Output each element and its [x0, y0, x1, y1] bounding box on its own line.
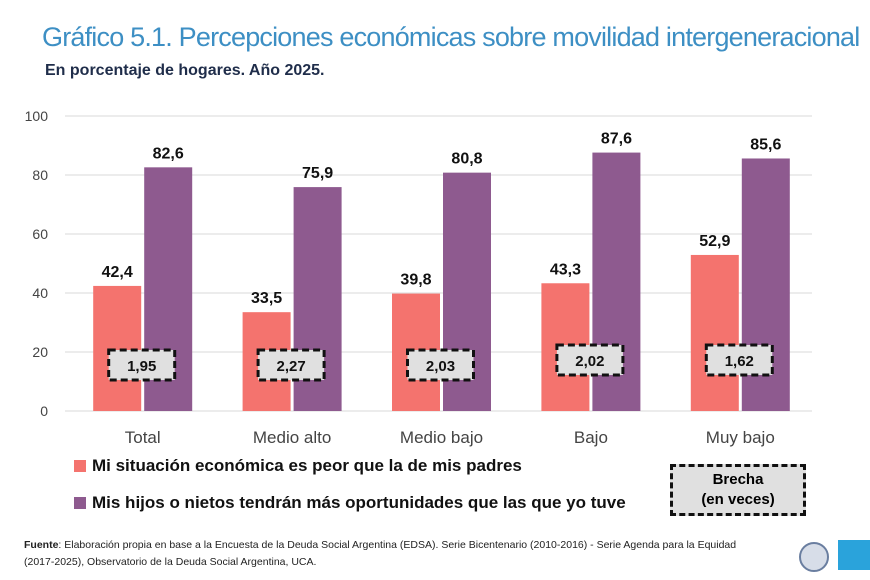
- data-label: 39,8: [400, 272, 431, 289]
- x-tick-label: Bajo: [574, 428, 608, 447]
- y-tick-label: 20: [32, 344, 48, 360]
- brecha-value: 1,95: [127, 358, 156, 375]
- brecha-value: 2,02: [575, 353, 604, 370]
- brecha-box: [704, 343, 774, 377]
- brecha-value: 2,27: [276, 358, 305, 375]
- brecha-value: 2,03: [426, 358, 455, 375]
- legend-swatch-pink: [74, 460, 86, 472]
- data-label: 75,9: [302, 165, 333, 182]
- data-label: 52,9: [699, 233, 730, 250]
- bar-worse: [93, 285, 142, 411]
- legend-label: Mis hijos o nietos tendrán más oportunid…: [92, 493, 626, 512]
- legend-label: Mi situación económica es peor que la de…: [92, 456, 522, 475]
- data-label: 33,5: [251, 290, 282, 307]
- brecha-legend-line2: (en veces): [701, 491, 775, 508]
- source-text: : Elaboración propia en base a la Encues…: [24, 539, 737, 568]
- odsa-logo: [838, 540, 870, 570]
- data-label: 82,6: [153, 145, 184, 162]
- x-tick-label: Medio bajo: [400, 428, 483, 447]
- x-tick-label: Medio alto: [253, 428, 331, 447]
- legend-swatch-purple: [74, 497, 86, 509]
- uca-seal-logo: [799, 542, 829, 572]
- brecha-box: [256, 348, 326, 382]
- legend-item-worse: Mi situación económica es peor que la de…: [74, 456, 522, 476]
- source-label: Fuente: [24, 539, 59, 551]
- data-label: 87,6: [601, 131, 632, 148]
- brecha-box: [555, 343, 625, 377]
- brecha-value: 1,62: [725, 353, 754, 370]
- chart-subtitle: En porcentaje de hogares. Año 2025.: [45, 62, 325, 79]
- data-label: 80,8: [451, 151, 482, 168]
- brecha-legend-line1: Brecha: [712, 471, 764, 488]
- brecha-box: [107, 348, 177, 382]
- brecha-legend-box: Brecha (en veces): [670, 464, 806, 516]
- y-tick-label: 0: [40, 403, 48, 419]
- data-label: 43,3: [550, 261, 581, 278]
- data-label: 85,6: [750, 136, 781, 153]
- x-tick-label: Total: [125, 428, 161, 447]
- brecha-box: [406, 348, 475, 382]
- source-note: Fuente: Elaboración propia en base a la …: [24, 537, 764, 571]
- y-tick-label: 60: [32, 226, 48, 242]
- chart-title: Gráfico 5.1. Percepciones económicas sob…: [42, 22, 860, 52]
- data-label: 42,4: [102, 264, 133, 281]
- legend-item-opportunities: Mis hijos o nietos tendrán más oportunid…: [74, 493, 626, 513]
- x-tick-label: Muy bajo: [706, 428, 775, 447]
- y-tick-label: 80: [32, 167, 48, 183]
- y-tick-label: 40: [32, 285, 48, 301]
- bar-worse: [690, 254, 739, 411]
- y-tick-label: 100: [25, 108, 49, 124]
